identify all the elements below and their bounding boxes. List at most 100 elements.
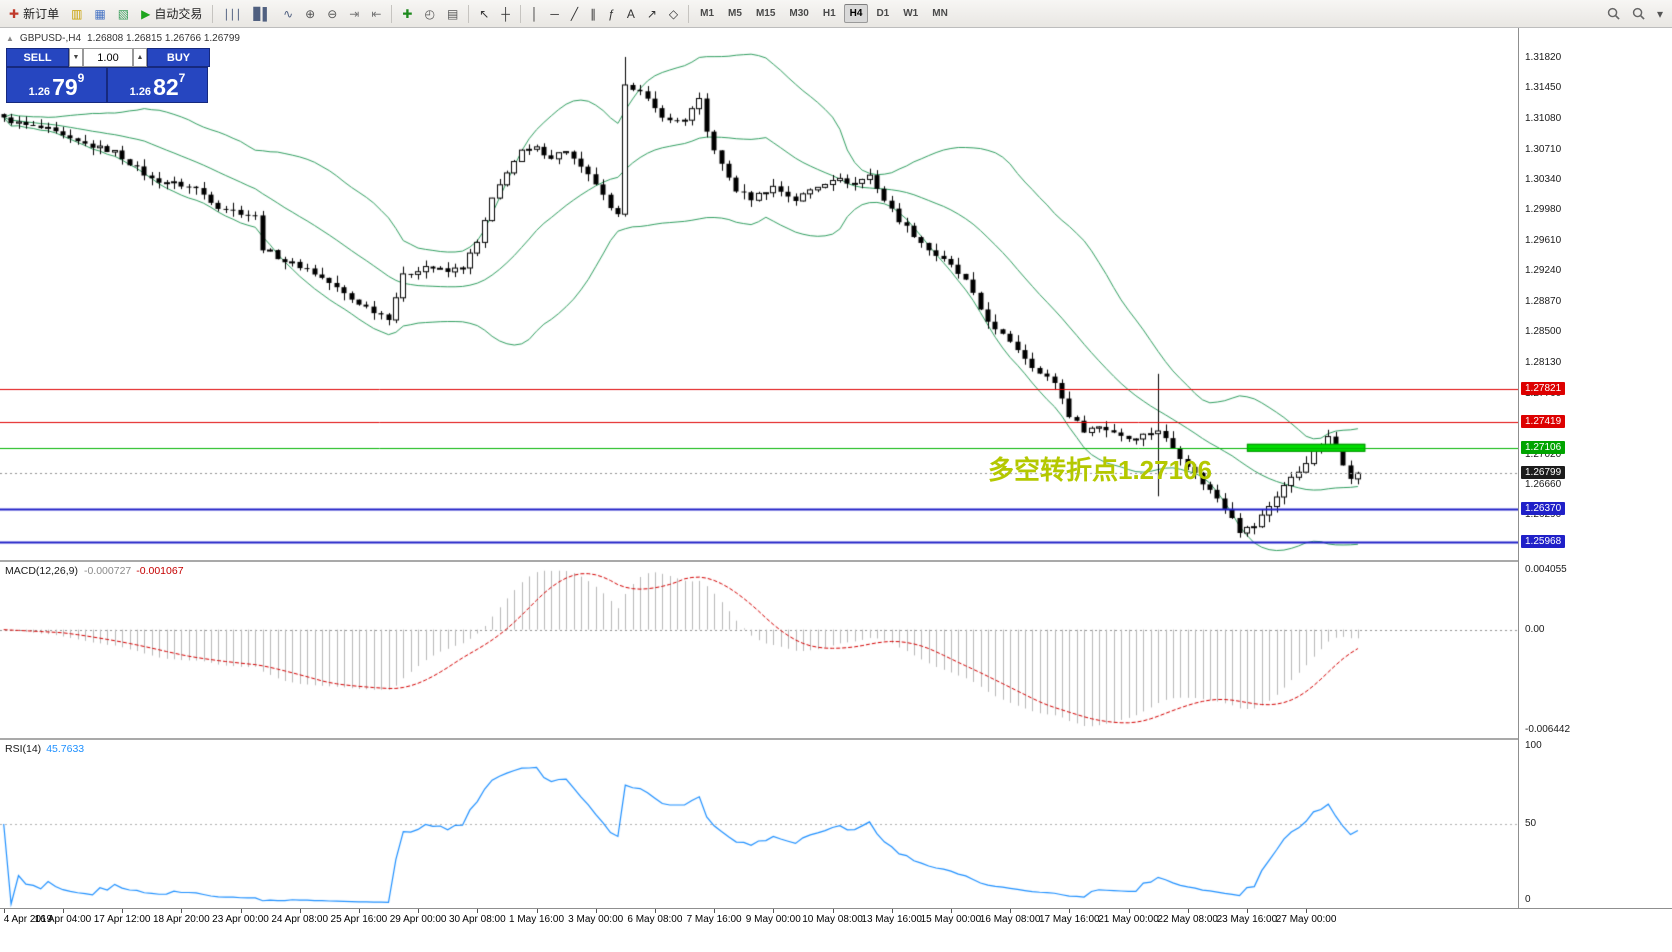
- timeframe-m5-button[interactable]: M5: [728, 8, 742, 19]
- time-tick: [1187, 909, 1189, 913]
- time-tick: [62, 909, 64, 913]
- cursor-icon-button[interactable]: ↖: [474, 2, 494, 26]
- line-chart-icon-button[interactable]: ∿: [278, 2, 298, 26]
- market-watch-icon-button[interactable]: ▥: [66, 2, 87, 26]
- time-tick: [477, 909, 479, 913]
- time-label: 16 May 08:00: [979, 914, 1041, 925]
- sell-price-button[interactable]: 1.26 79 9: [6, 67, 107, 103]
- volume-input[interactable]: [83, 48, 133, 67]
- new-order-button[interactable]: ✚ 新订单: [4, 2, 64, 26]
- crosshair-icon-button[interactable]: ┼: [496, 2, 515, 26]
- macd-panel-canvas[interactable]: [0, 562, 1518, 738]
- time-label: 17 May 16:00: [1038, 914, 1100, 925]
- panel-separator[interactable]: [0, 738, 1672, 740]
- price-tick: 1.30710: [1525, 143, 1562, 155]
- macd-signal-value: -0.001067: [136, 565, 184, 577]
- rsi-scale-0: 0: [1525, 894, 1531, 905]
- timeframe-d1-button[interactable]: D1: [876, 8, 890, 19]
- timeframe-h4-button[interactable]: H4: [843, 4, 869, 23]
- time-axis[interactable]: 4 Apr 2019 16 Apr 04:00 17 Apr 12:00 18 Apr…: [0, 908, 1672, 933]
- timeframe-w1-button[interactable]: W1: [903, 8, 919, 19]
- data-window-icon-button[interactable]: ▦: [89, 2, 110, 26]
- navigator-icon-button[interactable]: ▧: [113, 2, 134, 26]
- level-label-1-27419: 1.27419: [1521, 414, 1566, 428]
- timeframe-m30-button[interactable]: M30: [789, 8, 809, 19]
- chart-text-annotation[interactable]: 多空转折点1.27106: [988, 455, 1212, 485]
- data-window-icon-icon: ▦: [94, 6, 106, 21]
- vertical-line-icon-button[interactable]: │: [526, 2, 544, 26]
- indicators-icon-button[interactable]: ✚: [397, 2, 417, 26]
- level-label-1-25968: 1.25968: [1521, 534, 1566, 548]
- zoom-in-icon-button[interactable]: ⊕: [300, 2, 320, 26]
- timeframe-h1-button[interactable]: H1: [822, 8, 836, 19]
- toolbar-separator: [212, 4, 214, 23]
- time-label: 17 Apr 12:00: [93, 914, 151, 925]
- toolbar-separator: [468, 4, 470, 23]
- chart-shift-icon-icon: ⇤: [371, 6, 382, 21]
- time-tick: [240, 909, 242, 913]
- time-label: 9 May 00:00: [745, 914, 801, 925]
- bar-chart-icon-icon: ∣∣∣: [223, 6, 242, 21]
- buy-price-button[interactable]: 1.26 82 7: [107, 67, 208, 103]
- arrow-tool-icon-button[interactable]: ↗: [642, 2, 662, 26]
- time-tick: [832, 909, 834, 913]
- templates-icon-button[interactable]: ▤: [442, 2, 463, 26]
- zoom-out-icon-icon: ⊖: [327, 6, 338, 21]
- periods-icon-button[interactable]: ◴: [419, 2, 439, 26]
- time-label: 4 Apr 2019: [3, 914, 53, 925]
- macd-main-value: -0.000727: [83, 565, 132, 577]
- time-label: 13 May 16:00: [861, 914, 922, 925]
- rsi-panel-canvas[interactable]: [0, 740, 1518, 908]
- price-tick: 1.29980: [1525, 204, 1562, 216]
- bar-chart-icon-button[interactable]: ∣∣∣: [218, 2, 246, 26]
- text-tool-icon-button[interactable]: A: [622, 2, 640, 26]
- autotrading-icon: ▶: [141, 6, 151, 21]
- new-order-button-label: 新订单: [23, 7, 60, 21]
- autotrading-button[interactable]: ▶ 自动交易: [136, 2, 207, 26]
- price-chart-canvas[interactable]: [0, 28, 1518, 560]
- chart-shift-icon-button[interactable]: ⇤: [366, 2, 386, 26]
- search-button[interactable]: [1602, 2, 1625, 26]
- autotrading-button-label: 自动交易: [154, 7, 203, 21]
- price-tick: 1.29240: [1525, 265, 1562, 277]
- fibonacci-icon-button[interactable]: ƒ: [603, 2, 620, 26]
- trendline-icon-button[interactable]: ╱: [566, 2, 583, 26]
- time-tick: [299, 909, 301, 913]
- zoom-out-icon-button[interactable]: ⊖: [322, 2, 342, 26]
- sell-button[interactable]: SELL: [6, 48, 69, 67]
- timeframe-m15-button[interactable]: M15: [755, 8, 776, 19]
- timeframe-m1-button[interactable]: M1: [700, 8, 715, 19]
- shapes-icon-button[interactable]: ◇: [664, 2, 683, 26]
- toolbar-group: M1 M5 M15 M30 H1 H4 D1 W1 MN: [694, 4, 954, 23]
- navigator-icon-icon: ▧: [117, 6, 130, 21]
- time-label: 30 Apr 08:00: [448, 914, 506, 925]
- symbol-search-button[interactable]: [1627, 2, 1650, 26]
- candlestick-chart-icon-icon: ▊▌: [253, 6, 272, 21]
- candlestick-chart-icon-button[interactable]: ▊▌: [248, 2, 276, 26]
- volume-increase-button[interactable]: ▲: [133, 48, 147, 67]
- macd-name: MACD(12,26,9): [5, 565, 78, 577]
- time-label: 3 May 00:00: [568, 914, 624, 925]
- price-tick: 1.26290: [1525, 509, 1562, 521]
- auto-scroll-icon-icon: ⇥: [349, 6, 360, 21]
- time-tick: [595, 909, 597, 913]
- channel-icon-button[interactable]: ∥: [585, 2, 601, 26]
- time-label: 23 May 16:00: [1216, 914, 1278, 925]
- auto-scroll-icon-button[interactable]: ⇥: [344, 2, 364, 26]
- time-tick: [1069, 909, 1071, 913]
- toolbar-more-button[interactable]: ▾: [1652, 2, 1668, 26]
- timeframe-mn-button[interactable]: MN: [932, 8, 948, 19]
- crosshair-icon-icon: ┼: [501, 6, 510, 21]
- volume-decrease-button[interactable]: ▼: [69, 48, 83, 67]
- sell-price-base: 1.26: [28, 86, 51, 98]
- buy-button[interactable]: BUY: [147, 48, 210, 67]
- panel-separator[interactable]: [0, 560, 1672, 562]
- time-tick: [1010, 909, 1012, 913]
- ohlc-values: 1.26808 1.26815 1.26766 1.26799: [87, 33, 240, 44]
- indicators-icon-icon: ✚: [402, 6, 413, 21]
- price-tick: 1.28130: [1525, 357, 1562, 369]
- symbol-info-line: ▲ GBPUSD-,H4 1.26808 1.26815 1.26766 1.2…: [6, 33, 240, 44]
- price-axis[interactable]: 1.31820 1.31450 1.31080 1.30710 1.30340 1.299…: [1519, 28, 1672, 908]
- horizontal-line-icon-button[interactable]: ─: [545, 2, 564, 26]
